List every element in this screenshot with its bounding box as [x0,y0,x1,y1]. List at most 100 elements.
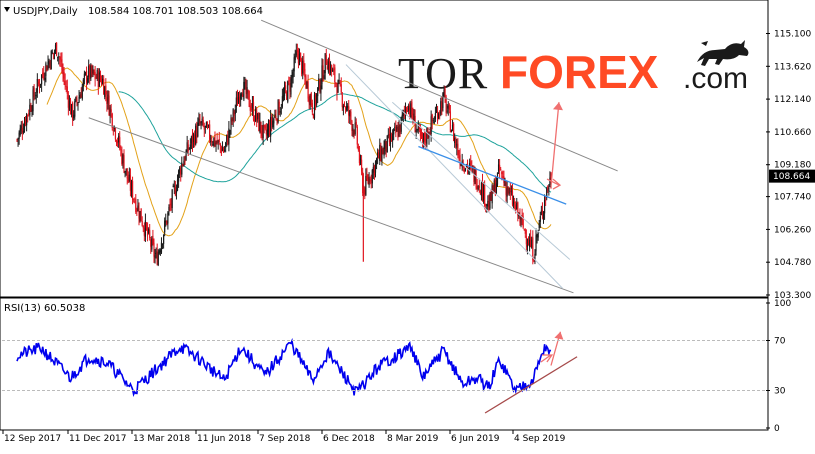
candle-body [154,255,156,258]
candle-body [543,200,546,214]
candle-body [302,60,304,74]
candle-body [445,96,447,113]
candle-body [43,72,45,79]
candle-body [444,88,446,98]
candle-body [188,148,190,150]
candle-body [515,204,517,211]
candle-body [398,126,400,137]
candle-body [321,65,323,85]
candle-body [140,208,142,222]
chart-header: USDJPY,Daily 108.584 108.701 108.503 108… [4,6,263,17]
candle-body [112,129,114,132]
candle-body [423,133,425,143]
candlestick-series [16,42,552,267]
price-tick-label: 109.180 [774,161,811,171]
candle-body [397,128,399,138]
candle-body [394,126,396,128]
candle-body [238,96,241,103]
candle-body [72,103,74,121]
candle-body [490,192,492,201]
candle-body [482,184,485,201]
candle-body [346,105,348,110]
candle-body [402,110,404,117]
candle-body [454,138,456,144]
candle-body [319,79,321,93]
candle-body [161,243,164,245]
candle-body [229,130,231,132]
candle-body [327,61,330,72]
candle-body [370,180,372,181]
bull-bear-icon [697,40,749,66]
candle-body [49,61,51,68]
candle-body [512,201,515,205]
candle-body [74,101,76,117]
blue-resistance-line [418,145,567,205]
candle-body [17,138,19,141]
candle-body [67,94,69,108]
candle-body [549,177,551,186]
candle-body [476,186,478,190]
candle-body [317,87,319,97]
candle-body [164,220,166,233]
candle-body [95,77,97,79]
candle-body [371,170,373,184]
candle-body [408,105,410,111]
candle-body [281,96,283,107]
fan-line [345,64,563,289]
candle-body [57,56,59,58]
candle-body [23,122,26,131]
candle-body [199,120,201,124]
candle-body [177,170,180,182]
candle-body [80,93,82,98]
candle-body [411,101,413,116]
candle-body [191,134,194,145]
candle-body [328,59,331,72]
candle-body [449,111,452,133]
candle-body [103,78,105,95]
time-axis: 12 Sep 2017 11 Dec 2017 13 Mar 2018 11 Jun … [2,430,566,444]
candle-body [127,177,129,183]
candle-body [547,186,549,190]
candle-body [274,114,276,118]
candle-body [525,236,527,245]
candle-body [381,149,383,162]
candle-body [412,113,414,121]
candle-body [93,70,95,75]
candle-body [66,86,68,94]
candle-body [265,129,267,135]
candle-body [369,179,371,183]
candle-body [168,207,170,211]
candle-body [430,116,432,135]
candle-body [367,178,369,183]
candle-body [58,56,60,58]
candle-body [200,121,202,124]
candle-body [119,137,121,149]
candle-body [368,177,370,186]
candle-body [194,134,196,145]
candle-body [79,95,81,99]
candle-body [287,81,289,102]
candle-body [151,238,153,250]
candle-body [19,128,21,135]
candle-body [294,55,296,60]
candle-body [217,140,219,143]
rsi-line [16,337,552,398]
candle-body [166,220,168,225]
candle-body [149,230,151,238]
candle-body [88,65,90,78]
candle-body [548,188,550,190]
candle-body [341,94,343,107]
candle-body [414,115,416,133]
candle-body [374,161,377,173]
candle-body [50,51,52,70]
candle-body [377,152,379,159]
candle-body [96,70,98,80]
candle-body [139,211,141,222]
candle-body [250,108,252,110]
candle-body [157,252,159,265]
candle-body [110,109,112,113]
channel-lower-line [88,117,574,294]
candle-body [118,135,120,143]
candle-body [195,125,197,145]
candle-body [514,202,516,204]
